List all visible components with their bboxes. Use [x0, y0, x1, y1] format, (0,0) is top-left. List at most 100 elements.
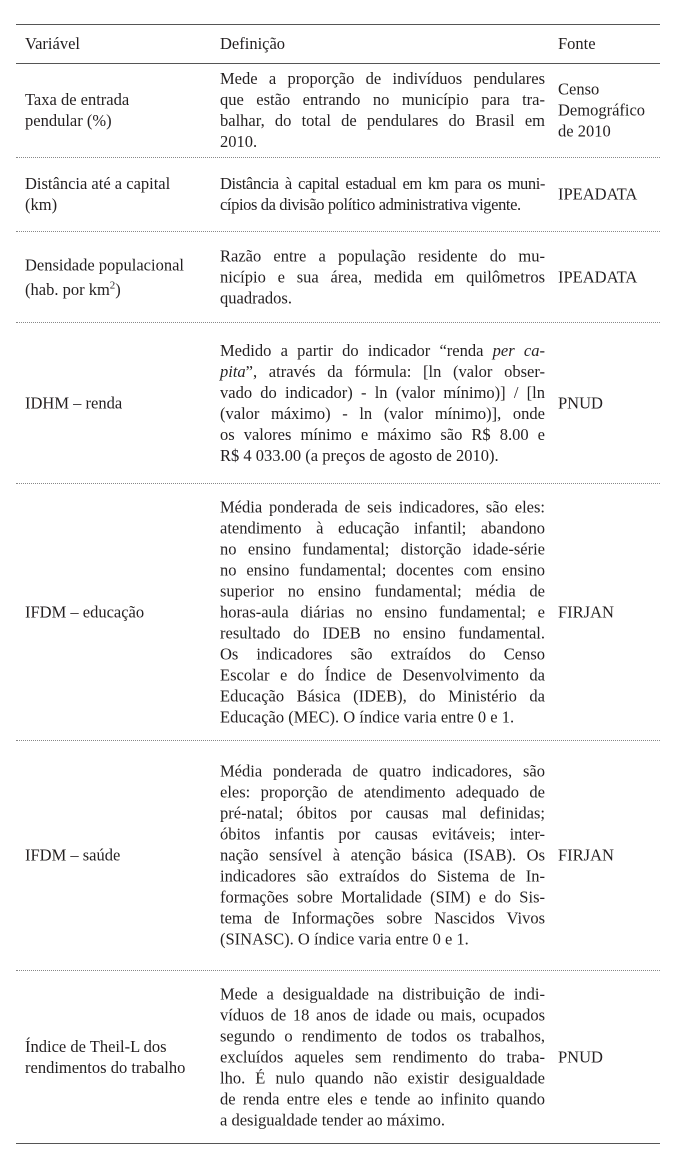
definition-line: balhar, do total de pendulares do Brasil…: [220, 110, 545, 131]
table-row: Distância até a capital (km) Distância à c…: [16, 157, 660, 231]
source-text: Demográfico: [558, 100, 646, 120]
definition-text: ”, através da fórmula: [ln (valor obser-: [245, 361, 545, 381]
definition-text: 2010.: [220, 132, 258, 151]
row-divider: [16, 740, 660, 741]
row-divider: [16, 231, 660, 232]
definition-line: a desigualdade tender ao máximo.: [220, 1109, 545, 1130]
table-row: Índice de Theil-L dos rendimentos do trab…: [16, 970, 660, 1143]
definition-line: Educação (MEC). O índice varia entre 0 e…: [220, 706, 545, 727]
definition-line: Mede a desigualdade na distribuição de i…: [220, 983, 545, 1004]
variable-text: Taxa de entrada: [25, 90, 130, 109]
source-cell: FIRJAN: [558, 845, 668, 866]
header-rule: [16, 63, 660, 64]
definition-line: excluídos aqueles sem rendimento do trab…: [220, 1046, 545, 1067]
row-divider: [16, 322, 660, 323]
superscript: 2: [109, 278, 116, 291]
definition-cell: Média ponderada de seis indicadores, são…: [220, 496, 545, 727]
definition-cell: Distância à capital estadual em km para …: [220, 173, 545, 215]
variable-cell: Densidade populacional (hab. por km2): [25, 254, 215, 300]
variable-text: (hab. por km: [25, 279, 110, 299]
definition-text: óbitos infantis por causas evitáveis; in…: [220, 824, 545, 844]
variable-text: IDHM – renda: [25, 393, 123, 412]
definition-line: atendimento à educação infantil; abandon…: [220, 517, 545, 538]
variable-text: IFDM – saúde: [25, 845, 121, 865]
definition-line: Os indicadores são extraídos do Censo: [220, 643, 545, 664]
definition-text: de renda entre eles e tende ao infinito …: [220, 1089, 545, 1108]
definition-line: segundo o rendimento de todos os trabalh…: [220, 1025, 545, 1046]
definition-line: no ensino fundamental; distorção idade-s…: [220, 538, 545, 559]
definition-text: eles: proporção de atendimento adequado …: [220, 782, 545, 802]
definition-text: a desigualdade tender ao máximo.: [220, 1110, 445, 1129]
variable-line: (hab. por km2): [25, 275, 215, 300]
variable-text: (km): [25, 195, 58, 214]
definition-line: (SINASC). O índice varia entre 0 e 1.: [220, 929, 545, 950]
variable-text: Distância até a capital: [25, 174, 171, 193]
variable-line: Densidade populacional: [25, 254, 215, 275]
definition-line: cípios da divisão político administrativ…: [220, 194, 545, 215]
definition-text: Mede a desigualdade na distribuição de i…: [220, 984, 545, 1003]
definition-line: Mede a proporção de indivíduos pendulare…: [220, 68, 545, 89]
source-text: de 2010: [558, 121, 611, 141]
source-cell: IPEADATA: [558, 184, 668, 205]
variable-cell: IFDM – saúde: [25, 845, 215, 866]
source-text: PNUD: [558, 393, 603, 412]
definition-line: os valores mínimo e máximo são R$ 8.00 e: [220, 424, 545, 445]
definition-line: Distância à capital estadual em km para …: [220, 173, 545, 194]
source-cell: PNUD: [558, 392, 668, 413]
variable-cell: IDHM – renda: [25, 392, 215, 413]
definition-text: que estão entrando no município para tra…: [220, 90, 545, 109]
definition-line: Educação Básica (IDEB), do Ministério da: [220, 685, 545, 706]
definition-line: Medido a partir do indicador “renda per …: [220, 340, 545, 361]
definition-text: os valores mínimo e máximo são R$ 8.00 e: [220, 424, 545, 444]
source-text: Censo: [558, 79, 600, 99]
definition-text: indicadores são extraídos do Sistema de …: [220, 866, 545, 886]
definition-text: horas-aula diárias no ensino fundamental…: [220, 602, 545, 621]
definition-text: R$ 4 033.00 (a preços de agosto de 2010)…: [220, 445, 499, 465]
variable-text: Índice de Theil-L dos: [25, 1036, 167, 1056]
variable-line: IDHM – renda: [25, 392, 215, 413]
variable-line: (km): [25, 194, 215, 215]
variable-text: rendimentos do trabalho: [25, 1057, 186, 1077]
source-text: FIRJAN: [558, 845, 614, 865]
variable-line: Taxa de entrada: [25, 89, 215, 110]
table-row: Taxa de entrada pendular (%) Mede a propor…: [16, 63, 660, 157]
definition-text: Os indicadores são extraídos do Censo: [220, 644, 545, 663]
definition-line: óbitos infantis por causas evitáveis; in…: [220, 824, 545, 845]
header-fonte: Fonte: [558, 34, 596, 53]
definition-text: tema de Informações sobre Nascidos Vivos: [220, 908, 545, 928]
row-divider: [16, 970, 660, 971]
bottom-rule: [16, 1143, 660, 1144]
variable-cell: Índice de Theil-L dos rendimentos do trab…: [25, 1036, 215, 1078]
variable-line: pendular (%): [25, 110, 215, 131]
header-variavel: Variável: [25, 34, 80, 53]
source-cell: Censo Demográfico de 2010: [558, 79, 668, 142]
definition-cell: Razão entre a população residente do mu-…: [220, 245, 545, 308]
definition-line: eles: proporção de atendimento adequado …: [220, 782, 545, 803]
variable-text: IFDM – educação: [25, 602, 145, 621]
row-divider: [16, 157, 660, 158]
definition-text: Mede a proporção de indivíduos pendulare…: [220, 69, 545, 88]
definition-text: Média ponderada de quatro indicadores, s…: [220, 761, 545, 781]
definition-text: Média ponderada de seis indicadores, são…: [220, 497, 545, 516]
variable-line: IFDM – saúde: [25, 845, 215, 866]
table-row: Densidade populacional (hab. por km2) Razã…: [16, 231, 660, 322]
source-text: FIRJAN: [558, 602, 614, 621]
table-row: IFDM – saúde Média ponderada de quatro in…: [16, 740, 660, 970]
definition-cell: Média ponderada de quatro indicadores, s…: [220, 761, 545, 950]
definition-line: pita”, através da fórmula: [ln (valor ob…: [220, 361, 545, 382]
definition-cell: Mede a desigualdade na distribuição de i…: [220, 983, 545, 1130]
definition-text: formações sobre Mortalidade (SIM) e do S…: [220, 887, 545, 907]
table-row: IDHM – renda Medido a partir do indicador…: [16, 322, 660, 483]
variable-cell: Taxa de entrada pendular (%): [25, 89, 215, 131]
definition-text: quadrados.: [220, 288, 292, 307]
definition-line: de renda entre eles e tende ao infinito …: [220, 1088, 545, 1109]
variable-line: IFDM – educação: [25, 601, 215, 622]
definition-text: excluídos aqueles sem rendimento do trab…: [220, 1047, 545, 1066]
definition-text: Educação (MEC). O índice varia entre 0 e…: [220, 707, 515, 726]
table-row: IFDM – educação Média ponderada de seis i…: [16, 483, 660, 740]
variable-line: Distância até a capital: [25, 173, 215, 194]
definition-text: Distância à capital estadual em km para …: [220, 174, 545, 193]
source-text: IPEADATA: [558, 267, 638, 286]
definition-text: (SINASC). O índice varia entre 0 e 1.: [220, 929, 469, 949]
definition-line: (valor máximo) - ln (valor mínimo)], ond…: [220, 403, 545, 424]
